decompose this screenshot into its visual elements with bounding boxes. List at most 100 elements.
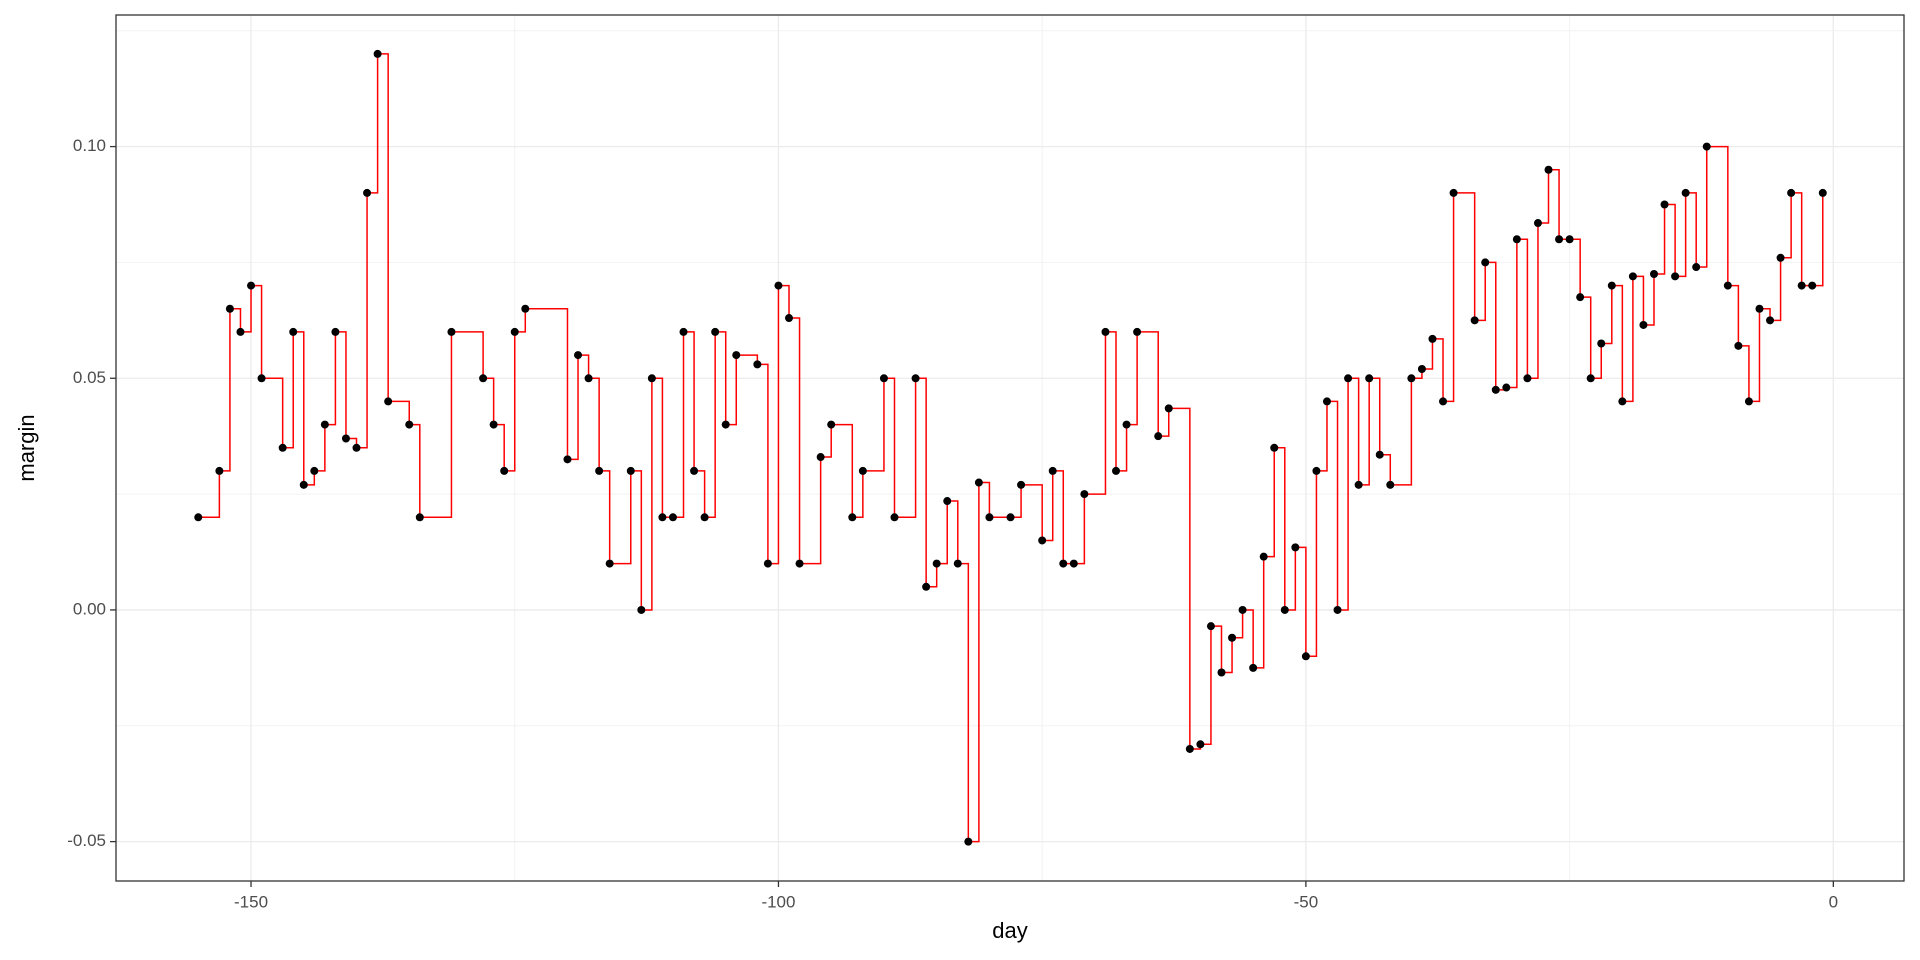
- point: [1122, 420, 1131, 429]
- y-tick-label: 0.05: [73, 368, 106, 387]
- point: [1354, 480, 1363, 489]
- point: [827, 420, 836, 429]
- point: [637, 605, 646, 614]
- point: [732, 351, 741, 360]
- point: [331, 327, 340, 336]
- point: [795, 559, 804, 568]
- point: [1301, 652, 1310, 661]
- point: [299, 480, 308, 489]
- point: [1386, 480, 1395, 489]
- point: [1586, 374, 1595, 383]
- point: [1365, 374, 1374, 383]
- point: [1238, 605, 1247, 614]
- point: [1618, 397, 1627, 406]
- point: [1639, 320, 1648, 329]
- point: [320, 420, 329, 429]
- point: [711, 327, 720, 336]
- y-axis-title: margin: [14, 414, 39, 481]
- point: [1766, 316, 1775, 325]
- point: [1723, 281, 1732, 290]
- point: [763, 559, 772, 568]
- point: [1755, 304, 1764, 313]
- point: [1217, 668, 1226, 677]
- point: [1439, 397, 1448, 406]
- point: [1502, 383, 1511, 392]
- point: [1249, 663, 1258, 672]
- point: [700, 513, 709, 522]
- point: [1407, 374, 1416, 383]
- point: [774, 281, 783, 290]
- point: [1628, 272, 1637, 281]
- point: [194, 513, 203, 522]
- point: [1491, 385, 1500, 394]
- y-tick-label: 0.00: [73, 599, 106, 618]
- point: [1702, 142, 1711, 151]
- x-tick-label: 0: [1829, 892, 1838, 911]
- point: [1428, 334, 1437, 343]
- point: [215, 466, 224, 475]
- point: [974, 478, 983, 487]
- point: [890, 513, 899, 522]
- point: [1059, 559, 1068, 568]
- point: [1228, 633, 1237, 642]
- point: [1164, 404, 1173, 413]
- point: [943, 497, 952, 506]
- point: [1565, 235, 1574, 244]
- point: [848, 513, 857, 522]
- point: [1101, 327, 1110, 336]
- point: [310, 466, 319, 475]
- point: [595, 466, 604, 475]
- point: [1322, 397, 1331, 406]
- point: [690, 466, 699, 475]
- point: [247, 281, 256, 290]
- point: [363, 188, 372, 197]
- point: [647, 374, 656, 383]
- step-line: [198, 53, 1824, 843]
- point: [1312, 466, 1321, 475]
- point: [1660, 200, 1669, 209]
- point: [1069, 559, 1078, 568]
- point: [584, 374, 593, 383]
- point: [500, 466, 509, 475]
- point: [225, 304, 234, 313]
- point: [985, 513, 994, 522]
- point: [1185, 744, 1194, 753]
- point: [1481, 258, 1490, 267]
- point: [1470, 316, 1479, 325]
- y-tick-label: -0.05: [67, 831, 106, 850]
- point: [574, 351, 583, 360]
- point: [1744, 397, 1753, 406]
- point: [679, 327, 688, 336]
- point: [785, 314, 794, 323]
- point: [341, 434, 350, 443]
- point: [415, 513, 424, 522]
- point: [932, 559, 941, 568]
- point: [1797, 281, 1806, 290]
- x-tick-label: -50: [1294, 892, 1319, 911]
- point: [289, 327, 298, 336]
- point: [721, 420, 730, 429]
- point: [1080, 490, 1089, 499]
- point: [1259, 552, 1268, 561]
- point: [1112, 466, 1121, 475]
- point: [1449, 188, 1458, 197]
- point: [753, 360, 762, 369]
- point: [668, 513, 677, 522]
- point: [1576, 293, 1585, 302]
- point: [405, 420, 414, 429]
- point: [911, 374, 920, 383]
- point: [489, 420, 498, 429]
- point: [1533, 219, 1542, 228]
- point: [1417, 364, 1426, 373]
- point: [447, 327, 456, 336]
- point: [1291, 543, 1300, 552]
- point: [1133, 327, 1142, 336]
- point: [1808, 281, 1817, 290]
- point: [257, 374, 266, 383]
- plot-background: [116, 15, 1904, 881]
- point: [1017, 480, 1026, 489]
- point: [563, 455, 572, 464]
- point: [1681, 188, 1690, 197]
- point: [384, 397, 393, 406]
